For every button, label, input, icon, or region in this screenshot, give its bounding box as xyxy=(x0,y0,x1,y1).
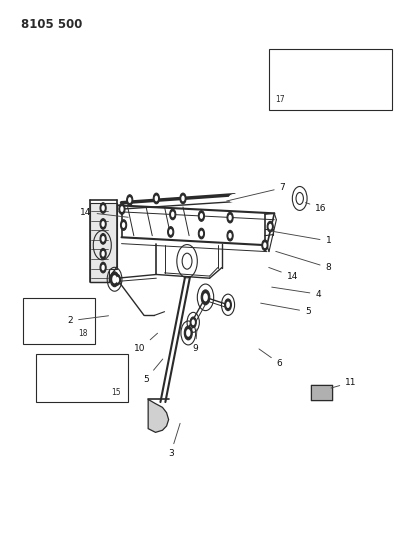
Bar xyxy=(23,298,95,344)
Ellipse shape xyxy=(227,212,233,223)
Ellipse shape xyxy=(226,302,230,308)
Ellipse shape xyxy=(44,361,51,383)
Ellipse shape xyxy=(102,221,105,227)
Ellipse shape xyxy=(268,224,272,230)
Text: 14: 14 xyxy=(269,268,298,280)
Text: 16: 16 xyxy=(306,203,327,213)
Text: 8: 8 xyxy=(276,252,331,272)
Text: 6: 6 xyxy=(259,349,282,368)
Ellipse shape xyxy=(201,290,210,305)
Ellipse shape xyxy=(225,299,231,311)
Ellipse shape xyxy=(153,193,159,204)
Ellipse shape xyxy=(116,277,119,282)
Ellipse shape xyxy=(112,275,117,284)
Text: 5: 5 xyxy=(261,303,311,316)
Ellipse shape xyxy=(170,209,176,220)
Ellipse shape xyxy=(181,196,185,201)
Polygon shape xyxy=(148,399,169,432)
Polygon shape xyxy=(90,203,118,282)
Text: 8105 500: 8105 500 xyxy=(21,18,83,31)
Text: 3: 3 xyxy=(168,423,180,458)
Ellipse shape xyxy=(199,211,205,221)
Text: 14: 14 xyxy=(80,208,128,217)
Ellipse shape xyxy=(229,233,232,239)
Ellipse shape xyxy=(168,227,174,237)
Ellipse shape xyxy=(100,262,106,273)
Text: 17: 17 xyxy=(275,95,285,104)
Text: 7: 7 xyxy=(226,183,285,201)
Text: 10: 10 xyxy=(134,333,157,353)
Bar xyxy=(35,354,128,402)
Text: 5: 5 xyxy=(143,359,163,384)
Ellipse shape xyxy=(100,248,106,259)
Text: 11: 11 xyxy=(331,378,357,388)
Ellipse shape xyxy=(263,243,267,248)
Ellipse shape xyxy=(128,197,132,203)
Ellipse shape xyxy=(100,219,106,229)
Ellipse shape xyxy=(119,204,125,214)
Text: 2: 2 xyxy=(67,316,109,325)
Text: 1: 1 xyxy=(270,231,331,246)
Ellipse shape xyxy=(102,251,105,257)
Ellipse shape xyxy=(110,272,119,287)
Ellipse shape xyxy=(102,265,105,270)
Ellipse shape xyxy=(190,317,196,328)
Text: 15: 15 xyxy=(111,387,121,397)
Text: 18: 18 xyxy=(79,329,88,338)
Text: 9: 9 xyxy=(192,329,198,353)
Ellipse shape xyxy=(120,220,127,230)
Bar xyxy=(269,49,392,110)
Ellipse shape xyxy=(102,236,105,242)
Text: 4: 4 xyxy=(272,287,321,298)
Ellipse shape xyxy=(169,229,172,235)
Ellipse shape xyxy=(100,203,106,213)
Ellipse shape xyxy=(227,230,233,241)
Ellipse shape xyxy=(200,231,203,237)
Ellipse shape xyxy=(282,63,289,85)
Ellipse shape xyxy=(184,326,192,340)
Ellipse shape xyxy=(267,221,273,232)
Ellipse shape xyxy=(120,206,124,212)
Ellipse shape xyxy=(155,196,158,201)
Ellipse shape xyxy=(229,195,239,203)
Ellipse shape xyxy=(114,274,120,285)
Polygon shape xyxy=(311,384,332,400)
Ellipse shape xyxy=(186,329,190,337)
Ellipse shape xyxy=(171,212,174,217)
Ellipse shape xyxy=(122,222,125,228)
Ellipse shape xyxy=(102,205,105,211)
Ellipse shape xyxy=(200,213,203,219)
Ellipse shape xyxy=(127,195,133,205)
Ellipse shape xyxy=(262,240,268,251)
Ellipse shape xyxy=(192,319,195,325)
Ellipse shape xyxy=(100,233,106,244)
Ellipse shape xyxy=(180,193,186,204)
Ellipse shape xyxy=(229,215,232,221)
Ellipse shape xyxy=(199,228,205,239)
Ellipse shape xyxy=(203,293,208,302)
